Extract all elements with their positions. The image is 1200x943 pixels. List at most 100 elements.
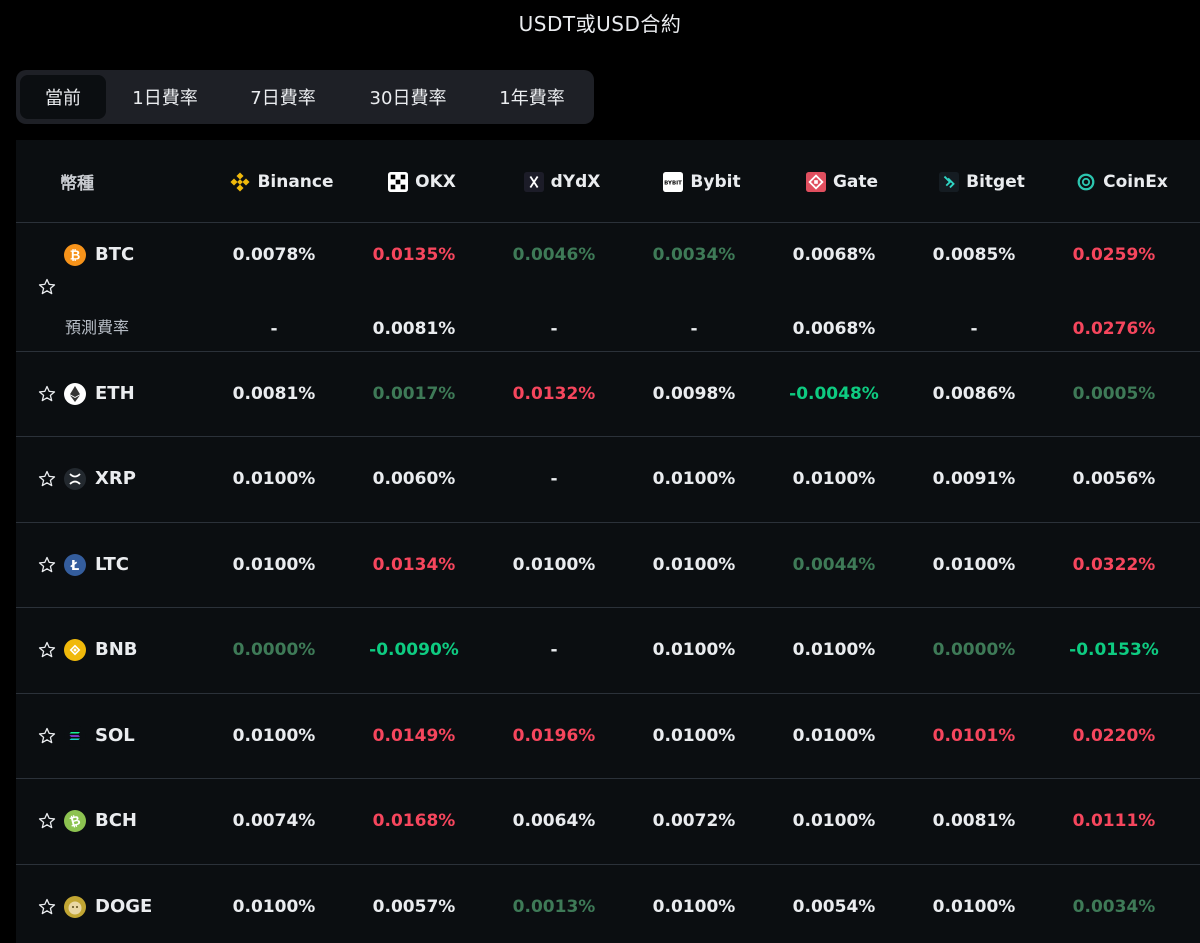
tab-current[interactable]: 當前 [20,75,106,119]
rate-cell: 0.0322% [1072,555,1156,575]
predicted-rate-cell: 0.0081% [372,319,456,339]
rate-cell: 0.0101% [932,726,1016,746]
okx-logo-icon [388,171,409,192]
star-icon[interactable] [38,898,56,916]
rate-cell: -0.0153% [1069,640,1159,660]
star-icon[interactable] [38,385,56,403]
tab-1d[interactable]: 1日費率 [132,88,198,109]
xrp-icon [64,468,86,490]
rate-cell: 0.0100% [232,555,316,575]
gate-column-header: Gate [772,140,912,223]
sol-icon [64,725,86,747]
rate-cell: - [550,640,558,660]
btc-icon: ₿ [64,244,86,266]
coin-symbol: XRP [95,468,136,489]
rate-cell: 0.0064% [512,811,596,831]
rate-cell: 0.0017% [372,384,456,404]
rate-cell: 0.0132% [512,384,596,404]
rate-period-tabs: 當前 1日費率 7日費率 30日費率 1年費率 [16,70,594,124]
coin-symbol: DOGE [95,896,153,917]
predicted-rate-cell: 0.0276% [1072,319,1156,339]
table-row: Ł LTC 0.0100% 0.0134% 0.0100% 0.0100% 0.… [16,523,1200,608]
rate-cell: 0.0044% [792,555,876,575]
svg-text:Ł: Ł [70,559,79,574]
table-row: DOGE 0.0100% 0.0057% 0.0013% 0.0100% 0.0… [16,865,1200,943]
predicted-rate-cell: 0.0068% [792,319,876,339]
binance-label: Binance [257,171,334,192]
rate-cell: 0.0005% [1072,384,1156,404]
predicted-rate-cell: - [970,319,978,339]
rate-cell: 0.0111% [1072,811,1156,831]
predicted-rate-cell: - [270,319,278,339]
rate-cell: 0.0100% [232,897,316,917]
star-icon[interactable] [38,556,56,574]
coinex-logo-icon [1076,172,1096,192]
rate-cell: 0.0100% [652,897,736,917]
coinex-label: CoinEx [1103,171,1168,192]
funding-rate-table: 幣種 Binance OKX dYdX BYBIT Bybit [16,140,1200,943]
rate-cell: 0.0100% [232,469,316,489]
rate-cell: 0.0000% [932,640,1016,660]
rate-cell: 0.0100% [652,469,736,489]
rate-cell: 0.0100% [652,726,736,746]
bch-icon: ₿ [64,810,86,832]
star-icon[interactable] [38,812,56,830]
tab-7d[interactable]: 7日費率 [250,88,316,109]
bybit-logo-icon: BYBIT [663,171,684,192]
star-icon[interactable] [38,470,56,488]
rate-cell: 0.0072% [652,811,736,831]
rate-cell: 0.0056% [1072,469,1156,489]
bnb-icon [64,639,86,661]
rate-cell: 0.0135% [372,245,456,265]
rate-cell: 0.0100% [652,555,736,575]
dydx-column-header: dYdX [492,140,632,223]
rate-cell: 0.0085% [932,245,1016,265]
bybit-label: Bybit [690,171,741,192]
rate-cell: 0.0046% [512,245,596,265]
rate-cell: 0.0057% [372,897,456,917]
bitget-column-header: Bitget [912,140,1052,223]
gate-logo-icon [805,171,826,192]
tab-1y[interactable]: 1年費率 [499,88,565,109]
rate-cell: 0.0013% [512,897,596,917]
rate-cell: 0.0081% [932,811,1016,831]
binance-logo-icon [230,171,250,192]
rate-cell: -0.0090% [369,640,459,660]
coin-symbol: SOL [95,725,135,746]
rate-cell: 0.0078% [232,245,316,265]
table-row: BNB 0.0000% -0.0090% - 0.0100% 0.0100% 0… [16,608,1200,694]
coin-column-header: 幣種 [60,174,94,194]
rate-cell: 0.0100% [232,726,316,746]
coin-symbol: LTC [95,554,129,575]
rate-cell: 0.0060% [372,469,456,489]
rate-cell: 0.0000% [232,640,316,660]
rate-cell: 0.0100% [512,555,596,575]
star-icon[interactable] [38,641,56,659]
gate-label: Gate [832,171,879,192]
rate-cell: 0.0034% [652,245,736,265]
doge-icon [64,896,86,918]
binance-column-header: Binance [212,140,352,223]
rate-cell: 0.0074% [232,811,316,831]
rate-cell: - [550,469,558,489]
table-row: SOL 0.0100% 0.0149% 0.0196% 0.0100% 0.01… [16,694,1200,779]
coin-symbol: ETH [95,383,135,404]
rate-cell: -0.0048% [789,384,879,404]
star-icon[interactable] [38,278,56,296]
rate-cell: 0.0098% [652,384,736,404]
okx-column-header: OKX [352,140,492,223]
rate-cell: 0.0100% [792,469,876,489]
coin-symbol: BNB [95,639,138,660]
rate-cell: 0.0196% [512,726,596,746]
rate-cell: 0.0100% [932,897,1016,917]
rate-cell: 0.0081% [232,384,316,404]
star-icon[interactable] [38,727,56,745]
rate-cell: 0.0068% [792,245,876,265]
table-row: ₿ BCH 0.0074% 0.0168% 0.0064% 0.0072% 0.… [16,779,1200,865]
predicted-rate-cell: - [690,319,698,339]
rate-cell: 0.0100% [932,555,1016,575]
rate-cell: 0.0086% [932,384,1016,404]
rate-cell: 0.0100% [792,640,876,660]
svg-text:₿: ₿ [70,249,81,264]
tab-30d[interactable]: 30日費率 [369,88,447,109]
